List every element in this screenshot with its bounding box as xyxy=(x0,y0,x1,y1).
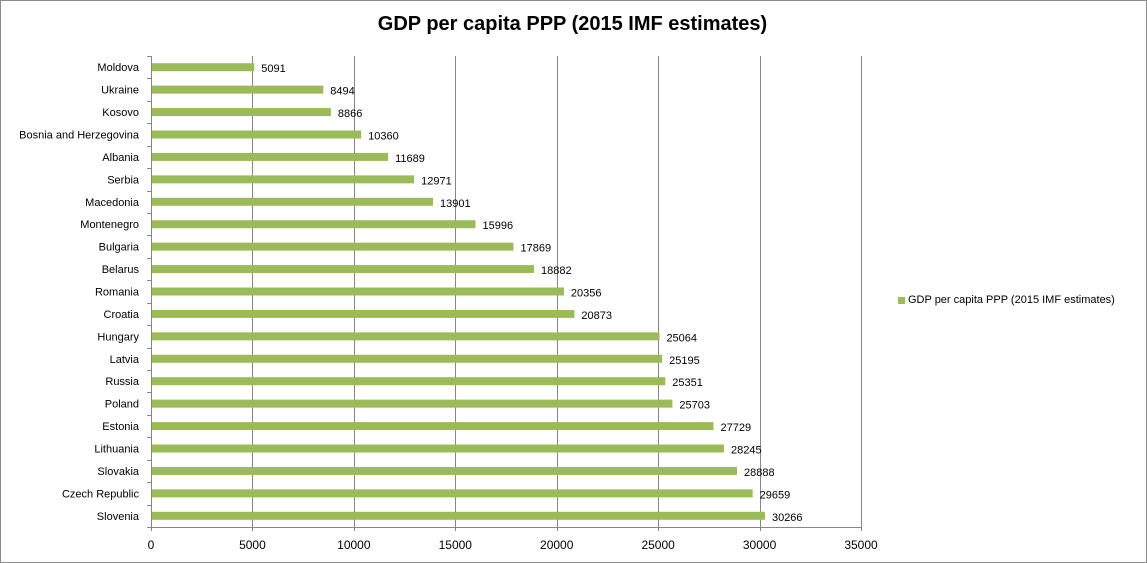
data-label: 12971 xyxy=(421,175,452,187)
legend-swatch xyxy=(898,296,905,304)
data-label: 25351 xyxy=(672,377,703,389)
category-label: Ukraine xyxy=(101,85,139,97)
data-label: 20873 xyxy=(581,310,612,322)
data-label: 20356 xyxy=(571,288,602,300)
bar xyxy=(152,422,714,431)
bar xyxy=(152,332,660,341)
category-label: Romania xyxy=(95,287,140,299)
category-label: Slovenia xyxy=(97,511,140,523)
data-label: 11689 xyxy=(395,153,425,165)
data-label: 25064 xyxy=(666,332,697,344)
x-tick-label: 5000 xyxy=(239,538,266,552)
bar xyxy=(152,130,362,139)
category-label: Moldova xyxy=(97,62,139,74)
bar xyxy=(152,152,389,161)
chart-title: GDP per capita PPP (2015 IMF estimates) xyxy=(377,13,768,35)
bar xyxy=(152,377,666,386)
bar xyxy=(152,220,476,229)
data-label: 5091 xyxy=(261,63,285,75)
bar xyxy=(152,287,564,296)
category-label: Bulgaria xyxy=(99,242,140,254)
data-label: 10360 xyxy=(368,131,399,143)
category-label: Slovakia xyxy=(97,466,139,478)
bar xyxy=(152,466,738,475)
data-label: 29659 xyxy=(760,489,791,501)
data-label: 8494 xyxy=(330,86,354,98)
category-label: Macedonia xyxy=(85,197,140,209)
legend-label: GDP per capita PPP (2015 IMF estimates) xyxy=(908,294,1115,306)
category-label: Estonia xyxy=(102,421,140,433)
data-label: 15996 xyxy=(482,220,513,232)
category-label: Russia xyxy=(105,376,140,388)
bar xyxy=(152,108,331,117)
category-label: Lithuania xyxy=(94,444,140,456)
category-label: Montenegro xyxy=(80,219,139,231)
bar xyxy=(152,242,514,251)
data-label: 28888 xyxy=(744,467,775,479)
data-label: 28245 xyxy=(731,445,762,457)
category-label: Serbia xyxy=(107,174,140,186)
category-label: Latvia xyxy=(110,354,140,366)
category-label: Albania xyxy=(102,152,140,164)
data-label: 17869 xyxy=(520,243,551,255)
category-label: Croatia xyxy=(104,309,140,321)
x-tick-label: 35000 xyxy=(844,538,878,552)
bar xyxy=(152,265,535,274)
category-label: Czech Republic xyxy=(62,488,140,500)
bar xyxy=(152,85,324,94)
x-tick-label: 15000 xyxy=(439,538,473,552)
bar xyxy=(152,511,765,520)
x-tick-label: 30000 xyxy=(743,538,777,552)
x-tick-label: 20000 xyxy=(540,538,574,552)
data-label: 25703 xyxy=(679,400,710,412)
bar xyxy=(152,444,724,453)
data-label: 25195 xyxy=(669,355,700,367)
data-label: 8866 xyxy=(338,108,362,120)
category-label: Belarus xyxy=(102,264,140,276)
data-label: 30266 xyxy=(772,512,803,524)
bar xyxy=(152,309,575,318)
data-label: 18882 xyxy=(541,265,572,277)
bar xyxy=(152,399,673,408)
category-label: Bosnia and Herzegovina xyxy=(19,130,140,142)
category-label: Kosovo xyxy=(102,107,139,119)
data-label: 27729 xyxy=(721,422,752,434)
legend: GDP per capita PPP (2015 IMF estimates) xyxy=(898,294,1115,306)
category-label: Poland xyxy=(105,399,139,411)
bar xyxy=(152,175,415,184)
bar xyxy=(152,354,663,363)
x-tick-label: 0 xyxy=(148,538,155,552)
x-tick-label: 10000 xyxy=(337,538,371,552)
bar xyxy=(152,489,753,498)
category-label: Hungary xyxy=(97,331,139,343)
x-tick-label: 25000 xyxy=(641,538,675,552)
bar xyxy=(152,63,255,72)
data-label: 13901 xyxy=(440,198,471,210)
bar xyxy=(152,197,433,206)
